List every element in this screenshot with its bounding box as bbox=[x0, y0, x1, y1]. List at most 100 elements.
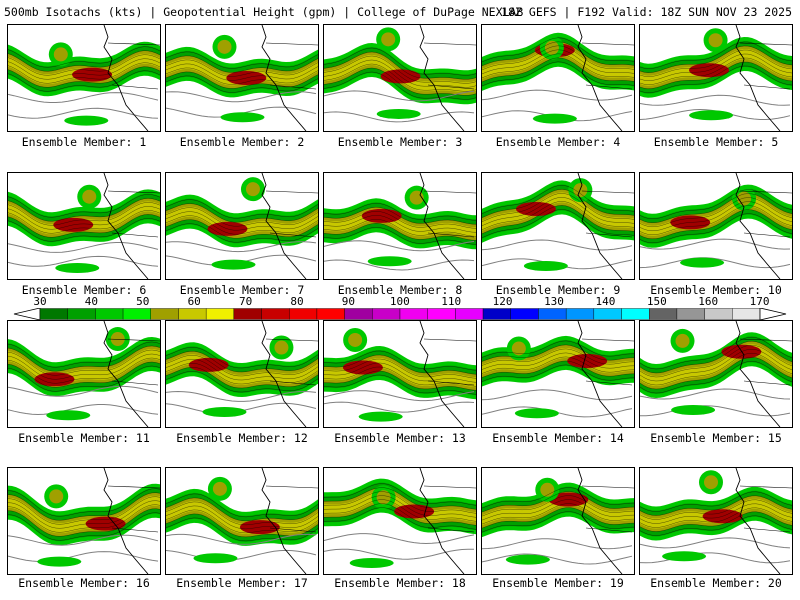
colorbar-tick-label: 90 bbox=[341, 295, 356, 308]
ensemble-member-label: Ensemble Member: 16 bbox=[18, 576, 150, 590]
ensemble-member-label: Ensemble Member: 1 bbox=[21, 135, 147, 149]
ensemble-member-label: Ensemble Member: 10 bbox=[650, 283, 782, 297]
colorbar-tick-label: 160 bbox=[698, 295, 719, 308]
ensemble-member-label: Ensemble Member: 9 bbox=[495, 283, 621, 297]
colorbar-left-arrow bbox=[13, 308, 41, 320]
colorbar-swatch bbox=[621, 308, 650, 320]
colorbar-swatch bbox=[150, 308, 179, 320]
ensemble-map-graphic bbox=[324, 321, 476, 427]
ensemble-map-19 bbox=[481, 467, 635, 575]
colorbar-tick-label: 70 bbox=[238, 295, 253, 308]
ensemble-map-18 bbox=[323, 467, 477, 575]
ensemble-member-label: Ensemble Member: 6 bbox=[21, 283, 147, 297]
colorbar-swatch bbox=[482, 308, 511, 320]
colorbar-swatch bbox=[261, 308, 290, 320]
colorbar-swatch bbox=[732, 308, 761, 320]
ensemble-member-label: Ensemble Member: 4 bbox=[495, 135, 621, 149]
colorbar-swatch bbox=[95, 308, 124, 320]
colorbar-tick-label: 40 bbox=[84, 295, 99, 308]
ensemble-map-graphic bbox=[324, 468, 476, 574]
ensemble-map-graphic bbox=[166, 173, 318, 279]
ensemble-map-graphic bbox=[482, 321, 634, 427]
ensemble-member-label: Ensemble Member: 18 bbox=[334, 576, 466, 590]
ensemble-member-label: Ensemble Member: 17 bbox=[176, 576, 308, 590]
ensemble-map-5 bbox=[639, 24, 793, 132]
ensemble-map-graphic bbox=[8, 173, 160, 279]
colorbar-swatch bbox=[39, 308, 68, 320]
ensemble-member-label: Ensemble Member: 5 bbox=[653, 135, 779, 149]
ensemble-map-graphic bbox=[8, 321, 160, 427]
colorbar-tick-label: 120 bbox=[492, 295, 513, 308]
ensemble-member-label: Ensemble Member: 2 bbox=[179, 135, 305, 149]
ensemble-map-8 bbox=[323, 172, 477, 280]
ensemble-member-label: Ensemble Member: 7 bbox=[179, 283, 305, 297]
ensemble-map-7 bbox=[165, 172, 319, 280]
colorbar-tick-label: 100 bbox=[389, 295, 410, 308]
ensemble-map-graphic bbox=[640, 468, 792, 574]
ensemble-map-3 bbox=[323, 24, 477, 132]
ensemble-map-12 bbox=[165, 320, 319, 428]
colorbar-tick-label: 60 bbox=[187, 295, 201, 308]
ensemble-map-16 bbox=[7, 467, 161, 575]
ensemble-map-4 bbox=[481, 24, 635, 132]
wind-speed-colorbar: 30 40 50 60 70 80 90 100 110 120 130 140 150 160 170 bbox=[0, 296, 800, 320]
ensemble-map-1 bbox=[7, 24, 161, 132]
ensemble-map-11 bbox=[7, 320, 161, 428]
ensemble-map-graphic bbox=[8, 25, 160, 131]
colorbar-swatch bbox=[455, 308, 484, 320]
ensemble-member-label: Ensemble Member: 11 bbox=[18, 431, 150, 445]
ensemble-map-graphic bbox=[482, 468, 634, 574]
colorbar-swatch bbox=[510, 308, 539, 320]
colorbar-right-arrow bbox=[759, 308, 787, 320]
ensemble-member-label: Ensemble Member: 19 bbox=[492, 576, 624, 590]
ensemble-map-graphic bbox=[640, 321, 792, 427]
colorbar-swatch bbox=[649, 308, 678, 320]
ensemble-map-10 bbox=[639, 172, 793, 280]
colorbar-swatch bbox=[122, 308, 151, 320]
colorbar-swatch bbox=[205, 308, 235, 320]
ensemble-map-graphic bbox=[482, 173, 634, 279]
ensemble-map-graphic bbox=[640, 173, 792, 279]
map-header: 500mb Isotachs (kts) | Geopotential Heig… bbox=[4, 3, 796, 21]
colorbar-swatch bbox=[67, 308, 96, 320]
run-info: 18Z GEFS | F192 Valid: 18Z SUN NOV 23 20… bbox=[501, 5, 792, 19]
ensemble-member-label: Ensemble Member: 12 bbox=[176, 431, 308, 445]
ensemble-map-graphic bbox=[166, 25, 318, 131]
ensemble-member-label: Ensemble Member: 15 bbox=[650, 431, 782, 445]
ensemble-member-label: Ensemble Member: 3 bbox=[337, 135, 463, 149]
ensemble-map-graphic bbox=[324, 25, 476, 131]
colorbar-swatch bbox=[593, 308, 622, 320]
colorbar-tick-label: 150 bbox=[646, 295, 667, 308]
ensemble-map-graphic bbox=[166, 468, 318, 574]
colorbar-swatch bbox=[344, 308, 373, 320]
colorbar-swatch bbox=[565, 308, 595, 320]
colorbar-swatch bbox=[233, 308, 262, 320]
ensemble-map-graphic bbox=[324, 173, 476, 279]
ensemble-map-9 bbox=[481, 172, 635, 280]
ensemble-member-label: Ensemble Member: 13 bbox=[334, 431, 466, 445]
colorbar-swatch bbox=[289, 308, 318, 320]
colorbar-swatch bbox=[538, 308, 567, 320]
colorbar-tick-label: 110 bbox=[441, 295, 462, 308]
ensemble-map-13 bbox=[323, 320, 477, 428]
ensemble-member-label: Ensemble Member: 8 bbox=[337, 283, 463, 297]
ensemble-map-graphic bbox=[166, 321, 318, 427]
colorbar-swatch bbox=[316, 308, 345, 320]
ensemble-map-6 bbox=[7, 172, 161, 280]
colorbar-swatch bbox=[676, 308, 705, 320]
ensemble-map-2 bbox=[165, 24, 319, 132]
colorbar-swatch bbox=[178, 308, 207, 320]
colorbar-tick-label: 170 bbox=[749, 295, 770, 308]
colorbar-swatch bbox=[399, 308, 428, 320]
colorbar-swatch bbox=[427, 308, 456, 320]
ensemble-member-label: Ensemble Member: 14 bbox=[492, 431, 624, 445]
colorbar-tick-label: 50 bbox=[136, 295, 150, 308]
colorbar-swatch bbox=[372, 308, 401, 320]
colorbar-bar bbox=[13, 308, 787, 320]
ensemble-map-20 bbox=[639, 467, 793, 575]
colorbar-tick-label: 130 bbox=[544, 295, 564, 308]
ensemble-map-graphic bbox=[8, 468, 160, 574]
colorbar-tick-label: 30 bbox=[33, 295, 47, 308]
colorbar-swatch bbox=[704, 308, 733, 320]
map-title: 500mb Isotachs (kts) | Geopotential Heig… bbox=[4, 5, 524, 19]
